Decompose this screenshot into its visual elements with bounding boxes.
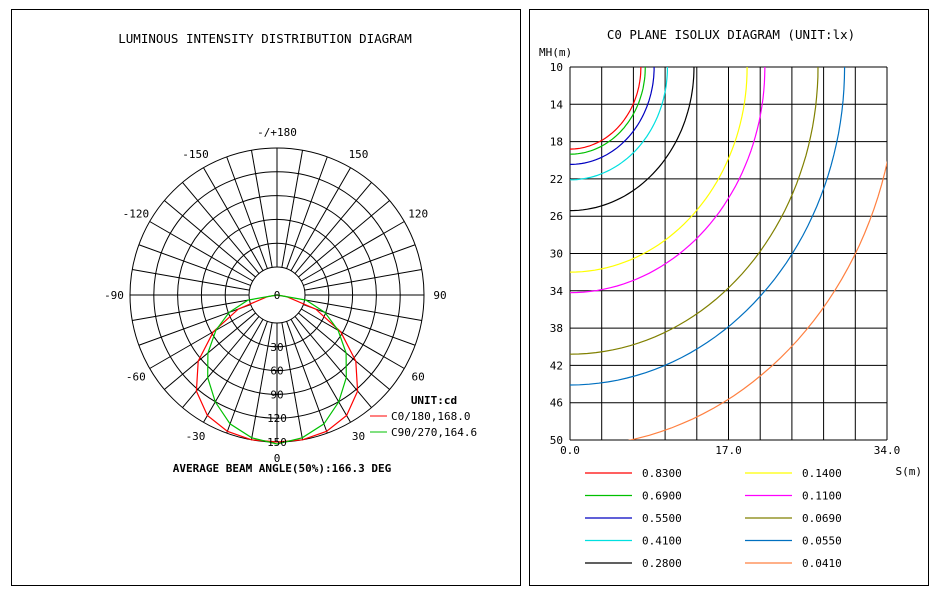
polar-spoke (164, 312, 256, 390)
isolux-curve-8 (570, 67, 846, 386)
polar-curve-1 (207, 294, 347, 445)
iso-legend-label: 0.1400 (802, 467, 842, 480)
x-axis-label: S(m) (896, 465, 923, 478)
y-axis-label: MH(m) (539, 46, 572, 59)
polar-angle-label: -30 (186, 430, 206, 443)
iso-legend-label: 0.4100 (642, 535, 682, 548)
iso-x-tick: 34.0 (874, 444, 901, 457)
iso-y-tick: 46 (550, 397, 563, 410)
polar-angle-label: -60 (126, 371, 146, 384)
polar-angle-label: -150 (182, 148, 209, 161)
polar-radial-label: 120 (267, 412, 287, 425)
polar-angle-label: 150 (349, 148, 369, 161)
polar-angle-label: 90 (433, 289, 446, 302)
iso-y-tick: 22 (550, 173, 563, 186)
intensity-distribution-panel: LUMINOUS INTENSITY DISTRIBUTION DIAGRAM … (11, 9, 521, 586)
polar-curve-0 (195, 294, 359, 443)
iso-y-tick: 30 (550, 248, 563, 261)
isolux-chart: C0 PLANE ISOLUX DIAGRAM (UNIT:lx) MH(m) … (539, 27, 923, 570)
isolux-curve-4 (570, 67, 695, 212)
iso-y-tick: 38 (550, 322, 563, 335)
polar-spoke (286, 156, 328, 269)
iso-legend-label: 0.0410 (802, 557, 842, 570)
polar-spoke (182, 182, 260, 274)
isolux-curve-7 (570, 67, 819, 355)
iso-y-tick: 50 (550, 434, 563, 447)
iso-y-tick: 14 (550, 98, 564, 111)
polar-spoke (286, 321, 328, 434)
polar-spoke (304, 268, 422, 291)
polar-spoke (164, 200, 256, 278)
isolux-curve-9 (627, 160, 887, 440)
iso-y-tick: 42 (550, 359, 563, 372)
polar-title: LUMINOUS INTENSITY DISTRIBUTION DIAGRAM (118, 31, 412, 46)
polar-spoke (294, 182, 372, 274)
polar-spoke (138, 244, 251, 286)
beam-angle-footer: AVERAGE BEAM ANGLE(50%):166.3 DEG (173, 462, 392, 475)
polar-angle-label: -/+180 (257, 126, 297, 139)
iso-legend-label: 0.1100 (802, 490, 842, 503)
iso-legend-label: 0.5500 (642, 512, 682, 525)
polar-radial-label: 90 (270, 388, 283, 401)
polar-angle-label: 120 (408, 208, 428, 221)
legend-label-c0: C0/180,168.0 (391, 410, 470, 423)
polar-spoke (304, 299, 422, 322)
polar-chart: LUMINOUS INTENSITY DISTRIBUTION DIAGRAM … (104, 31, 477, 475)
isolux-title: C0 PLANE ISOLUX DIAGRAM (UNIT:lx) (607, 27, 855, 42)
iso-x-tick: 0.0 (560, 444, 580, 457)
iso-legend-label: 0.0550 (802, 535, 842, 548)
iso-legend-label: 0.8300 (642, 467, 682, 480)
polar-angle-label: 30 (352, 430, 365, 443)
polar-spoke (281, 150, 304, 268)
polar-spoke (132, 268, 250, 291)
polar-radial-label: 30 (270, 341, 283, 354)
polar-spoke (203, 318, 264, 423)
polar-spoke (298, 200, 390, 278)
iso-legend-label: 0.0690 (802, 512, 842, 525)
polar-angle-label: 60 (412, 371, 425, 384)
polar-spoke (250, 150, 273, 268)
polar-spoke (203, 167, 264, 272)
polar-spoke (149, 308, 254, 369)
iso-y-tick: 34 (550, 285, 564, 298)
polar-angle-label: -90 (104, 289, 124, 302)
isolux-curve-6 (570, 67, 766, 294)
iso-legend-label: 0.2800 (642, 557, 682, 570)
polar-spoke (226, 321, 268, 434)
unit-label: UNIT:cd (411, 394, 457, 407)
polar-spoke (298, 312, 390, 390)
polar-spoke (138, 304, 251, 346)
polar-spoke (281, 322, 304, 440)
polar-spoke (300, 308, 405, 369)
polar-spoke (149, 221, 254, 282)
iso-legend-label: 0.6900 (642, 490, 682, 503)
isolux-curve-3 (570, 67, 668, 181)
isolux-curve-0 (570, 67, 642, 150)
polar-spoke (290, 318, 351, 423)
polar-radial-label: 60 (270, 365, 283, 378)
iso-x-tick: 17.0 (715, 444, 742, 457)
polar-angle-label: -120 (123, 208, 150, 221)
polar-spoke (303, 304, 416, 346)
polar-radial-label: 150 (267, 436, 287, 449)
iso-y-tick: 26 (550, 210, 563, 223)
iso-y-tick: 10 (550, 61, 563, 74)
iso-y-tick: 18 (550, 136, 563, 149)
polar-spoke (250, 322, 273, 440)
isolux-curve-1 (570, 67, 646, 155)
polar-spoke (303, 244, 416, 286)
legend-label-c90: C90/270,164.6 (391, 426, 477, 439)
polar-spoke (294, 316, 372, 408)
polar-spoke (300, 221, 405, 282)
polar-angle-label: 0 (274, 452, 281, 465)
polar-spoke (290, 167, 351, 272)
isolux-curve-5 (570, 67, 748, 273)
polar-spoke (182, 316, 260, 408)
polar-radial-label: 0 (274, 289, 281, 302)
polar-spoke (132, 299, 250, 322)
polar-spoke (226, 156, 268, 269)
isolux-curve-2 (570, 67, 655, 165)
isolux-panel: C0 PLANE ISOLUX DIAGRAM (UNIT:lx) MH(m) … (529, 9, 929, 586)
